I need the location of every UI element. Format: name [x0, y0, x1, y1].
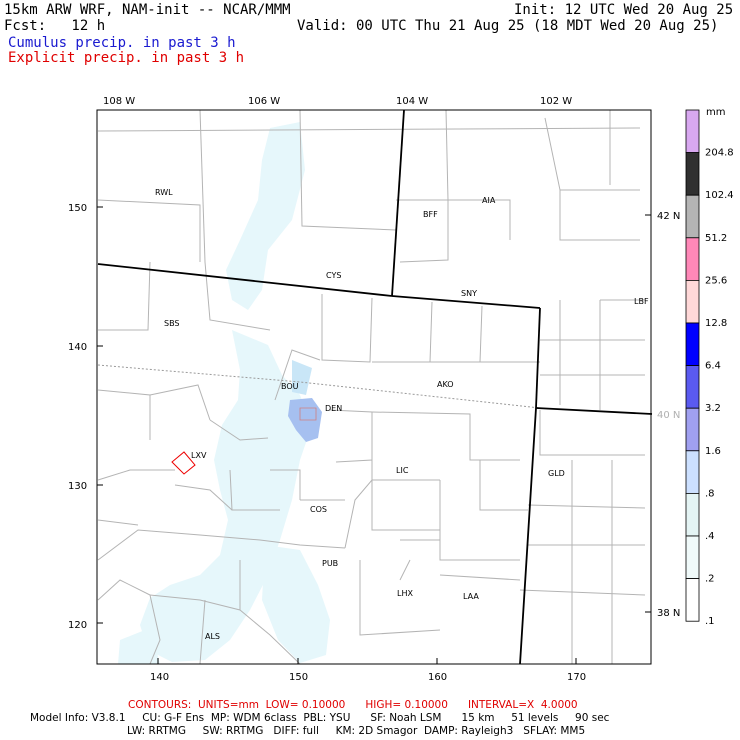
colorbar-level-label: 102.4 — [705, 190, 734, 201]
lon-label: 104 W — [396, 96, 428, 107]
precip-shading-mid — [292, 360, 312, 395]
colorbar-level-label: 12.8 — [705, 318, 727, 329]
lon-label: 102 W — [540, 96, 572, 107]
lat-label: 38 N — [657, 608, 680, 619]
colorbar-level-label: 25.6 — [705, 275, 727, 286]
cumulus-precip-contour — [299, 407, 317, 421]
colorbar-swatch — [685, 194, 700, 239]
station-laa: LAA — [463, 592, 479, 601]
colorbar-level-label: .8 — [705, 488, 715, 499]
lon-label: 108 W — [103, 96, 135, 107]
grid-label: 150 — [68, 203, 87, 214]
colorbar-unit: mm — [706, 107, 725, 118]
colorbar-swatch — [685, 152, 700, 196]
colorbar-swatch — [685, 578, 700, 622]
colorbar-level-label: .1 — [705, 616, 715, 627]
precip-shading — [118, 122, 330, 664]
explicit-precip-contour — [171, 451, 196, 475]
station-lic: LIC — [396, 466, 409, 475]
bottom-grid-labels: 140 150 160 170 — [150, 672, 586, 683]
station-aia: AIA — [482, 196, 496, 205]
grid-label: 120 — [68, 620, 87, 631]
grid-label: 140 — [150, 672, 169, 683]
station-lxv: LXV — [191, 451, 207, 460]
right-lat-labels: 42 N 40 N 38 N — [657, 211, 680, 619]
grid-label: 150 — [289, 672, 308, 683]
station-bou: BOU — [281, 382, 299, 391]
county-lines — [97, 109, 646, 665]
colorbar-level-label: 6.4 — [705, 361, 721, 372]
colorbar-swatch — [685, 492, 700, 537]
grid-label: 170 — [567, 672, 586, 683]
legend-cumulus: Cumulus precip. in past 3 h — [8, 35, 236, 51]
station-als: ALS — [205, 632, 220, 641]
header-valid-time: Valid: 00 UTC Thu 21 Aug 25 (18 MDT Wed … — [297, 18, 719, 34]
station-sbs: SBS — [164, 319, 180, 328]
station-sny: SNY — [461, 289, 477, 298]
colorbar-swatch — [685, 322, 700, 366]
precip-colorbar — [685, 109, 700, 622]
station-bff: BFF — [423, 210, 438, 219]
legend-explicit: Explicit precip. in past 3 h — [8, 50, 245, 66]
colorbar-level-label: .4 — [705, 531, 715, 542]
grid-label: 160 — [428, 672, 447, 683]
header-title: 15km ARW WRF, NAM-init -- NCAR/MMM — [4, 2, 291, 18]
station-cys: CYS — [326, 271, 341, 280]
grid-label: 140 — [68, 342, 87, 353]
station-gld: GLD — [548, 469, 565, 478]
colorbar-swatch — [685, 109, 700, 153]
header-forecast-hour: Fcst: 12 h — [4, 18, 106, 34]
station-lhx: LHX — [397, 589, 413, 598]
lat-label: 40 N — [657, 410, 680, 421]
state-borders — [97, 109, 653, 665]
colorbar-labels: 204.8 102.4 51.2 25.6 12.8 6.4 3.2 1.6 .8 .4 .2 .1 — [705, 148, 734, 628]
header-init-time: Init: 12 UTC Wed 20 Aug 25 — [514, 2, 734, 18]
left-grid-labels: 150 140 130 120 — [68, 203, 87, 631]
model-info-line1: Model Info: V3.8.1 CU: G-F Ens MP: WDM 6… — [30, 712, 610, 724]
station-labels: RWL BFF AIA CYS SNY LBF SBS BOU DEN AKO … — [155, 188, 649, 641]
top-lon-labels: 108 W 106 W 104 W 102 W — [103, 96, 572, 107]
colorbar-swatch — [685, 237, 700, 281]
colorbar-swatch — [685, 535, 700, 579]
station-cos: COS — [310, 505, 327, 514]
colorbar-level-label: 3.2 — [705, 403, 721, 414]
lat-label: 42 N — [657, 211, 680, 222]
station-den: DEN — [325, 404, 342, 413]
model-info-line2: LW: RRTMG SW: RRTMG DIFF: full KM: 2D Sm… — [127, 725, 586, 737]
colorbar-level-label: .2 — [705, 574, 715, 585]
colorbar-level-label: 51.2 — [705, 233, 727, 244]
station-lbf: LBF — [634, 297, 649, 306]
colorbar-swatch — [685, 450, 700, 494]
colorbar-swatch — [685, 365, 700, 409]
dashed-boundary — [97, 364, 541, 409]
grid-label: 130 — [68, 481, 87, 492]
contour-info: CONTOURS: UNITS=mm LOW= 0.10000 HIGH= 0.… — [128, 699, 578, 711]
colorbar-level-label: 204.8 — [705, 148, 734, 159]
colorbar-swatch — [685, 279, 700, 324]
colorbar-swatch — [685, 407, 700, 452]
map-frame — [96, 109, 652, 665]
station-pub: PUB — [322, 559, 338, 568]
map-ticks — [97, 206, 651, 664]
colorbar-level-label: 1.6 — [705, 446, 721, 457]
station-ako: AKO — [437, 380, 454, 389]
station-rwl: RWL — [155, 188, 173, 197]
lon-label: 106 W — [248, 96, 280, 107]
